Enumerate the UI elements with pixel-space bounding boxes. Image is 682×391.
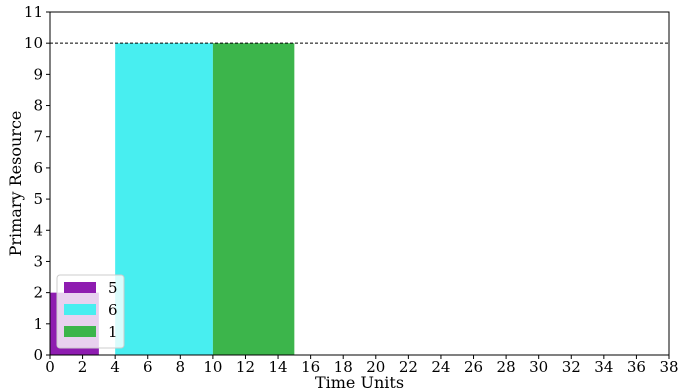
y-tick-label: 6 <box>33 159 43 177</box>
x-tick-label: 18 <box>334 358 353 376</box>
x-tick-label: 34 <box>594 358 613 376</box>
y-tick-label: 1 <box>33 315 43 333</box>
y-tick-label: 4 <box>33 221 43 239</box>
bar-job-6 <box>115 43 213 355</box>
legend-swatch-5 <box>64 282 96 293</box>
legend: 5 6 1 <box>56 274 125 349</box>
y-axis-title: Primary Resource <box>6 111 25 257</box>
x-tick-label: 6 <box>143 358 153 376</box>
legend-swatch-6 <box>64 304 96 315</box>
y-tick-label: 0 <box>33 346 43 364</box>
y-tick-label: 2 <box>33 284 43 302</box>
bars-layer <box>50 43 295 355</box>
bar-job-1 <box>212 43 295 355</box>
legend-label-1: 1 <box>108 323 118 341</box>
y-axis: 0 1 2 3 4 5 6 7 8 9 10 11 <box>24 3 50 364</box>
legend-label-5: 5 <box>108 279 118 297</box>
x-tick-label: 38 <box>659 358 678 376</box>
y-tick-label: 7 <box>33 128 43 146</box>
y-tick-label: 3 <box>33 252 43 270</box>
legend-label-6: 6 <box>108 301 118 319</box>
x-axis: 0 2 4 6 8 10 12 14 16 18 20 22 24 26 28 30 32 34 36 38 <box>45 355 679 376</box>
x-tick-label: 20 <box>366 358 385 376</box>
x-tick-label: 4 <box>110 358 120 376</box>
x-tick-label: 36 <box>627 358 646 376</box>
x-tick-label: 10 <box>203 358 222 376</box>
legend-swatch-1 <box>64 326 96 337</box>
x-tick-label: 28 <box>497 358 516 376</box>
x-tick-label: 32 <box>562 358 581 376</box>
x-axis-title: Time Units <box>315 373 404 391</box>
x-tick-label: 2 <box>78 358 88 376</box>
plot-frame <box>49 11 670 356</box>
x-tick-label: 30 <box>529 358 548 376</box>
x-tick-label: 16 <box>301 358 320 376</box>
y-tick-label: 11 <box>24 3 43 21</box>
x-tick-label: 22 <box>399 358 418 376</box>
x-tick-label: 0 <box>45 358 55 376</box>
y-tick-label: 8 <box>33 97 43 115</box>
x-tick-label: 26 <box>464 358 483 376</box>
x-tick-label: 8 <box>176 358 186 376</box>
x-tick-label: 14 <box>269 358 288 376</box>
y-tick-label: 10 <box>24 34 43 52</box>
y-tick-label: 9 <box>33 65 43 83</box>
y-tick-label: 5 <box>33 190 43 208</box>
x-tick-label: 12 <box>236 358 255 376</box>
x-tick-label: 24 <box>431 358 450 376</box>
